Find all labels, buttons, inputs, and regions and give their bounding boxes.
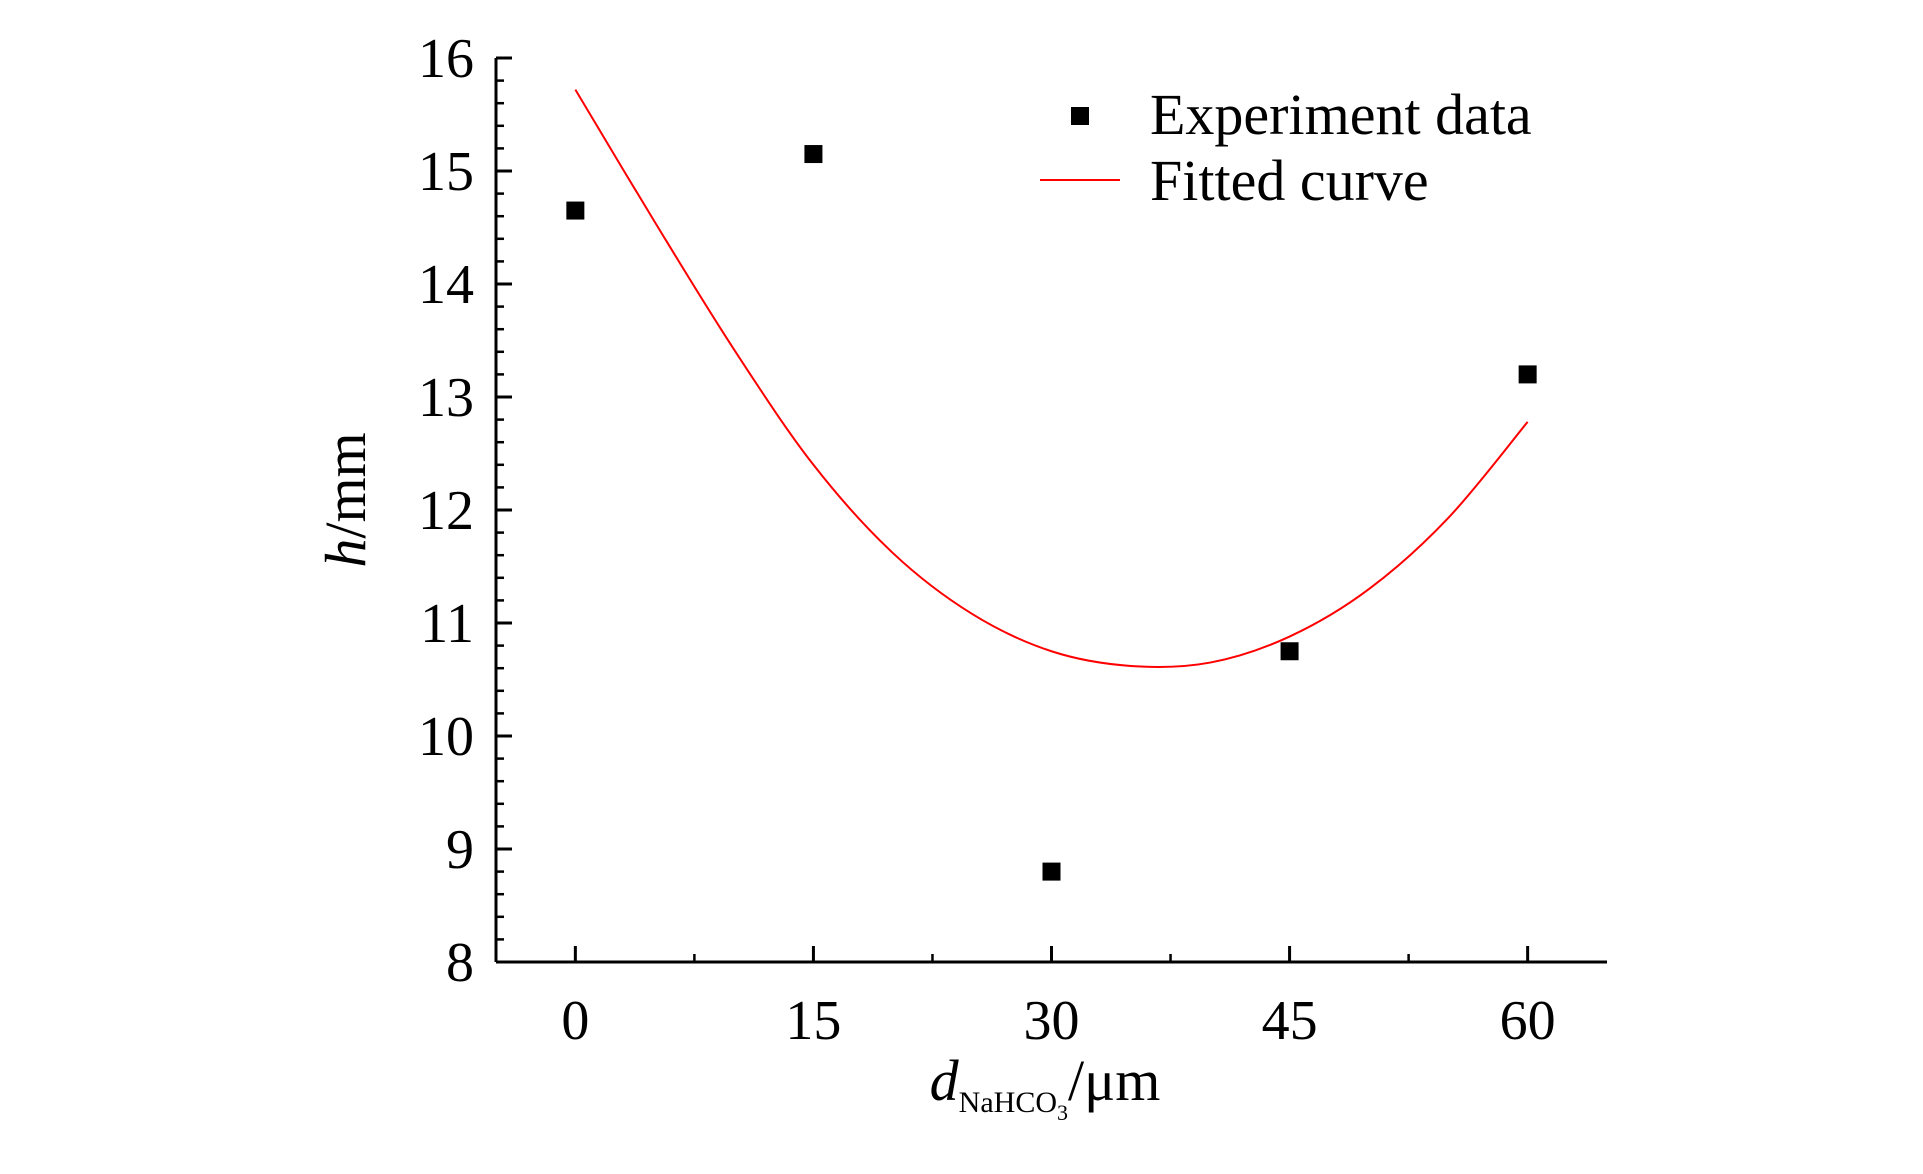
- fit-curve-layer: [574, 89, 1529, 668]
- x-tick-label: 15: [785, 990, 841, 1052]
- y-tick-label: 15: [418, 141, 474, 203]
- legend: Experiment data Fitted curve: [1040, 82, 1532, 213]
- axes: 8 9 10 11 12 13 14 15 16 0 15 30 45 60: [418, 28, 1607, 1052]
- x-axis-label-subsubscript: 3: [1057, 1100, 1068, 1125]
- legend-label-fitted: Fitted curve: [1150, 148, 1429, 213]
- y-tick-label: 8: [446, 932, 474, 994]
- fitted-curve-line: [574, 89, 1529, 668]
- x-axis-label-unit: /μm: [1068, 1048, 1160, 1113]
- x-tick-label: 0: [561, 990, 589, 1052]
- x-tick-label: 45: [1262, 990, 1318, 1052]
- experiment-data-point: [1280, 642, 1299, 661]
- y-tick-label: 11: [420, 593, 474, 655]
- y-tick-label: 10: [418, 706, 474, 768]
- x-axis-label-subscript: NaHCO: [959, 1086, 1057, 1119]
- x-tick-label: 60: [1500, 990, 1556, 1052]
- y-tick-label: 16: [418, 28, 474, 90]
- y-axis-label-unit: /mm: [313, 432, 378, 538]
- legend-label-experiment: Experiment data: [1150, 82, 1532, 147]
- y-tick-label: 9: [446, 819, 474, 881]
- y-tick-label: 12: [418, 480, 474, 542]
- y-tick-label: 13: [418, 367, 474, 429]
- x-axis-label: dNaHCO3/μm: [930, 1048, 1161, 1125]
- legend-marker-experiment: [1071, 107, 1089, 125]
- y-axis-label-main: h: [313, 539, 378, 568]
- y-tick-label: 14: [418, 254, 474, 316]
- x-tick-label: 30: [1024, 990, 1080, 1052]
- experiment-data-point: [1518, 365, 1537, 384]
- x-axis-label-main: d: [930, 1048, 960, 1113]
- experiment-data-point: [804, 145, 823, 164]
- data-points-layer: [566, 145, 1537, 881]
- y-axis-label: h/mm: [313, 432, 378, 567]
- experiment-data-point: [1042, 862, 1061, 881]
- experiment-data-point: [566, 201, 585, 220]
